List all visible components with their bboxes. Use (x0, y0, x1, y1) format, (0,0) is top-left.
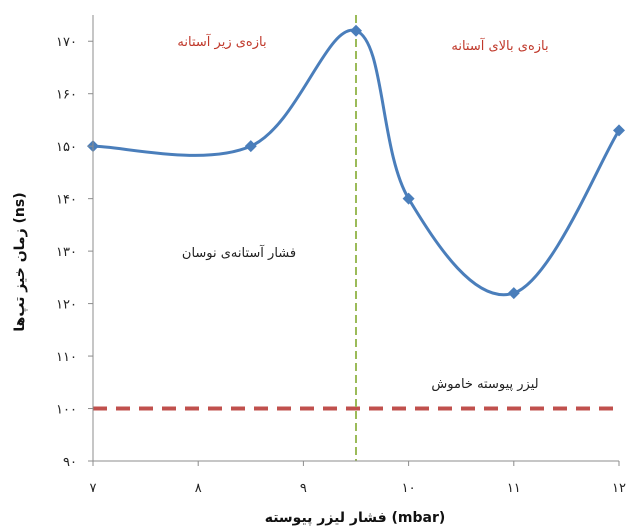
annotation-above-threshold: بازه‌ی بالای آستانه (451, 37, 548, 54)
series-line (92, 28, 621, 297)
x-tick-label: ۱۰ (402, 481, 416, 496)
annotation-threshold-pressure: فشار آستانه‌ی نوسان (182, 244, 296, 261)
annotation-below-threshold: بازه‌ی زیر آستانه (177, 33, 266, 50)
x-axis-title: فشار لیزر پیوسته (mbar) (265, 510, 446, 526)
data-point (613, 124, 625, 137)
x-tick-label: ۸ (195, 481, 202, 496)
reference-lines (93, 15, 619, 461)
y-tick-label: ۱۰۰ (56, 403, 77, 418)
y-tick-label: ۱۷۰ (56, 35, 77, 50)
y-tick-label: ۱۵۰ (56, 140, 77, 155)
y-tick-label: ۱۳۰ (56, 245, 77, 260)
y-tick-label: ۱۲۰ (56, 298, 77, 313)
data-point (507, 287, 520, 300)
x-tick-label: ۱۲ (612, 481, 626, 496)
y-tick-label: ۹۰ (63, 455, 77, 470)
data-point (244, 140, 257, 153)
axes (88, 15, 620, 466)
data-point (350, 24, 362, 37)
y-tick-label: ۱۱۰ (56, 350, 77, 365)
annotation-laser-off: لیزر پیوسته خاموش (431, 377, 538, 392)
data-point (402, 192, 415, 205)
x-tick-label: ۹ (300, 481, 307, 496)
y-tick-label: ۱۴۰ (56, 193, 77, 208)
y-tick-label: ۱۶۰ (56, 88, 77, 103)
series-layer (87, 24, 625, 300)
tick-labels: ۹۰ ۱۰۰ ۱۱۰ ۱۲۰ ۱۳۰ ۱۴۰ ۱۵۰ ۱۶۰ ۱۷۰ ۷ ۸ ۹ ۱۰ ۱۱ ۱۲ (56, 35, 626, 496)
x-tick-label: ۱۱ (507, 481, 521, 496)
x-tick-label: ۷ (90, 481, 97, 496)
y-axis-title: زمان خیز تپ‌ها (ns) (12, 192, 28, 331)
